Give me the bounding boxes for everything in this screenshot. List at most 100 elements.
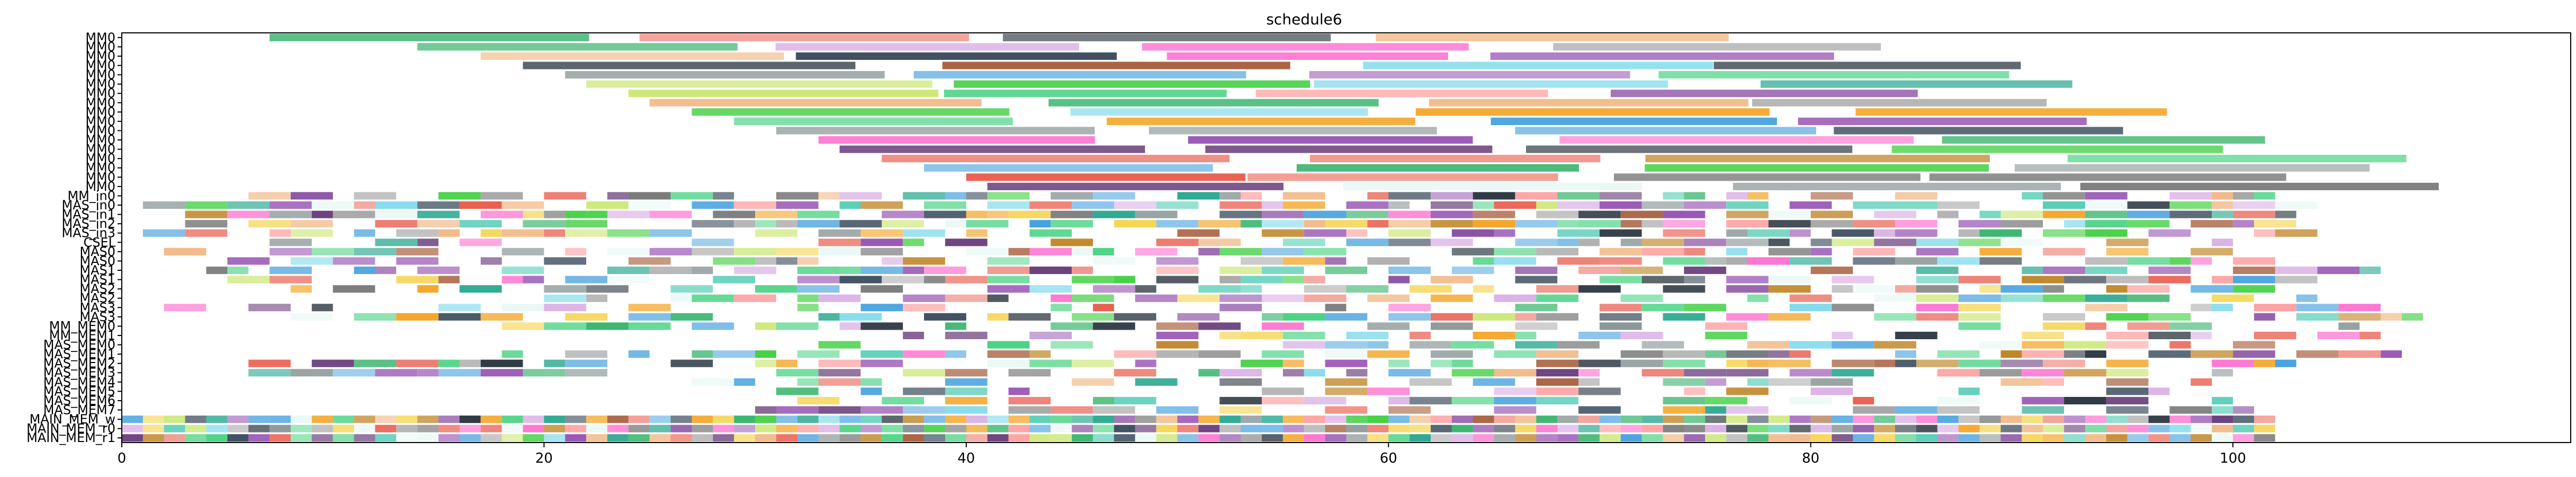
task-bar bbox=[1219, 276, 1241, 284]
task-bar bbox=[2212, 416, 2233, 423]
task-bar bbox=[1494, 387, 1537, 395]
task-bar bbox=[2254, 359, 2275, 367]
task-bar bbox=[1388, 369, 1431, 377]
task-bar bbox=[1388, 359, 1410, 367]
task-bar bbox=[1156, 322, 1199, 330]
task-bar bbox=[1494, 350, 1537, 358]
task-bar bbox=[818, 416, 840, 423]
task-bar bbox=[1346, 229, 1368, 237]
task-bar bbox=[270, 434, 291, 442]
task-bar bbox=[818, 248, 861, 255]
task-bar bbox=[1008, 406, 1051, 414]
task-bar bbox=[796, 52, 1117, 60]
task-bar bbox=[2127, 210, 2170, 218]
task-bar bbox=[142, 425, 164, 432]
task-bar bbox=[1072, 201, 1114, 209]
task-bar bbox=[1747, 341, 1790, 349]
task-bar bbox=[1768, 359, 1811, 367]
task-bar bbox=[1663, 434, 1684, 442]
task-bar bbox=[291, 220, 333, 228]
task-bar bbox=[2212, 238, 2233, 246]
task-bar bbox=[1726, 229, 1748, 237]
task-bar bbox=[1726, 350, 1769, 358]
task-bar bbox=[2212, 294, 2254, 302]
task-bar bbox=[1367, 341, 1389, 349]
task-bar bbox=[586, 210, 608, 218]
task-bar bbox=[333, 369, 375, 377]
task-bar bbox=[227, 267, 249, 275]
task-bar bbox=[2233, 220, 2254, 228]
task-bar bbox=[839, 425, 861, 432]
task-bar bbox=[311, 425, 333, 432]
task-bar bbox=[501, 267, 544, 275]
task-bar bbox=[1515, 220, 1558, 228]
task-bar bbox=[459, 416, 481, 423]
task-bar bbox=[544, 229, 566, 237]
task-bar bbox=[1051, 434, 1072, 442]
task-bar bbox=[1641, 369, 1684, 377]
task-bar bbox=[1451, 341, 1494, 349]
task-bar bbox=[2127, 294, 2170, 302]
task-bar bbox=[142, 416, 164, 423]
task-bar bbox=[396, 248, 438, 255]
task-bar bbox=[375, 416, 397, 423]
task-bar bbox=[2275, 276, 2318, 284]
task-bar bbox=[839, 276, 882, 284]
task-bar bbox=[692, 267, 713, 275]
task-bar bbox=[2317, 331, 2360, 339]
task-bar bbox=[2148, 229, 2191, 237]
task-bar bbox=[2127, 201, 2170, 209]
task-bar bbox=[1663, 406, 1706, 414]
task-bar bbox=[860, 229, 903, 237]
task-bar bbox=[2275, 210, 2296, 218]
task-bar bbox=[1107, 117, 1415, 125]
task-bar bbox=[1029, 416, 1051, 423]
task-bar bbox=[2015, 164, 2370, 172]
task-bar bbox=[1325, 434, 1347, 442]
task-bar bbox=[438, 434, 460, 442]
task-bar bbox=[1620, 267, 1663, 275]
y-tick-label: MAS_MEM7 bbox=[43, 403, 115, 418]
task-bar bbox=[185, 210, 228, 218]
task-bar bbox=[2022, 341, 2065, 349]
task-bar bbox=[1895, 229, 1937, 237]
y-tick-label: MM0 bbox=[85, 30, 115, 45]
task-bar bbox=[1135, 425, 1156, 432]
task-bar bbox=[1620, 425, 1642, 432]
task-bar bbox=[1958, 313, 2001, 321]
task-bar bbox=[1874, 294, 1916, 302]
task-bar bbox=[607, 416, 629, 423]
task-bar bbox=[586, 80, 932, 88]
task-bar bbox=[860, 425, 882, 432]
task-bar bbox=[839, 192, 882, 200]
task-bar bbox=[2359, 267, 2381, 275]
task-bar bbox=[1789, 350, 1811, 358]
task-bar bbox=[1853, 285, 1896, 293]
task-bar bbox=[1431, 192, 1473, 200]
task-bar bbox=[586, 425, 608, 432]
task-bar bbox=[1309, 71, 1630, 79]
task-bar bbox=[2381, 350, 2402, 358]
task-bar bbox=[1536, 369, 1578, 377]
task-bar bbox=[185, 425, 207, 432]
task-bar bbox=[1663, 359, 1706, 367]
task-bar bbox=[945, 276, 988, 284]
task-bar bbox=[164, 416, 185, 423]
task-bar bbox=[818, 192, 840, 200]
task-bar bbox=[1874, 425, 1896, 432]
task-bar bbox=[1853, 201, 1896, 209]
y-tick-label: MM0 bbox=[85, 104, 115, 119]
y-tick-label: MAIN_MEM_r1 bbox=[26, 430, 115, 445]
task-bar bbox=[882, 210, 924, 218]
task-bar bbox=[987, 276, 1030, 284]
task-bar bbox=[692, 378, 734, 386]
task-bar bbox=[1663, 257, 1706, 265]
task-bar bbox=[227, 416, 249, 423]
task-bar bbox=[903, 238, 925, 246]
task-bar bbox=[2381, 313, 2402, 321]
task-bar bbox=[1156, 341, 1199, 349]
task-bar bbox=[1451, 396, 1494, 404]
task-bar bbox=[924, 267, 966, 275]
task-bar bbox=[1310, 155, 1601, 163]
task-bar bbox=[1346, 285, 1389, 293]
